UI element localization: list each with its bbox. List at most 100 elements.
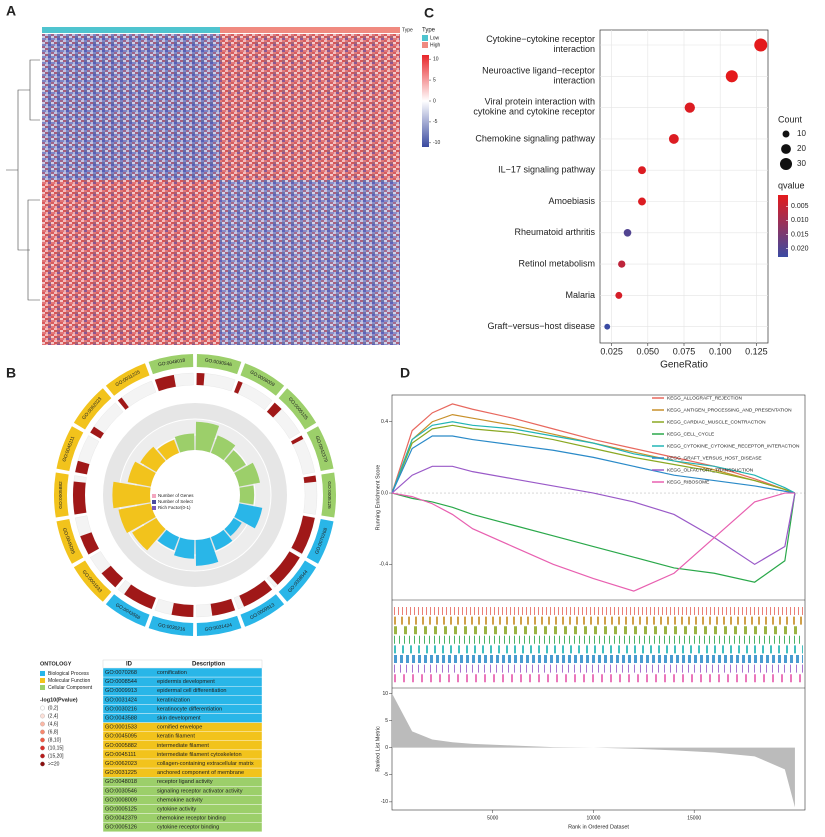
table-cell: receptor ligand activity xyxy=(157,779,213,785)
table-cell: GO:0001533 xyxy=(105,725,137,731)
colorbar-tick-label: -10 xyxy=(433,140,440,146)
x-tick-label: 0.125 xyxy=(745,346,768,356)
table-cell: chemokine activity xyxy=(157,797,203,803)
size-key xyxy=(782,130,790,138)
y-tick-label: Rheumatoid arthritis xyxy=(514,227,595,237)
legend-label: KEGG_ANTIGEN_PROCESSING_AND_PRESENTATION xyxy=(667,407,792,413)
term-ring xyxy=(148,615,194,636)
legend-label: (4,6] xyxy=(48,721,59,727)
legend-swatch xyxy=(152,494,156,498)
legend-label: (2,4] xyxy=(48,713,59,719)
colorbar-tick-label: -5 xyxy=(433,119,438,125)
gene-bar xyxy=(75,460,90,475)
legend-title: ONTOLOGY xyxy=(40,661,72,667)
legend-swatch xyxy=(152,500,156,504)
gene-bar xyxy=(124,584,156,610)
es-line xyxy=(391,424,796,494)
rich-factor xyxy=(174,433,195,453)
colorbar-tick-label: 0.015 xyxy=(791,231,809,238)
y-tick-label: -10 xyxy=(381,799,388,805)
y-tick-label: 0 xyxy=(385,745,388,751)
table-row xyxy=(102,822,263,833)
es-line xyxy=(391,492,795,592)
x-tick-label: 0.075 xyxy=(673,346,696,356)
legend-swatch xyxy=(40,705,45,711)
legend-swatch xyxy=(40,761,45,767)
rich-factor xyxy=(234,462,260,487)
x-tick-label: 0.100 xyxy=(709,346,732,356)
panel-label: C xyxy=(424,5,434,21)
y-tick-label: 5 xyxy=(385,718,388,724)
table-cell: GO:0070268 xyxy=(105,670,137,676)
table-cell: intermediate filament xyxy=(157,743,209,749)
table-cell: epidermal cell differentiation xyxy=(157,688,227,694)
colorbar-tick-label: 10 xyxy=(433,57,439,63)
table-cell: GO:0008544 xyxy=(105,679,137,685)
panel-label: D xyxy=(400,365,410,381)
legend-label: >=20 xyxy=(48,761,60,767)
rich-factor xyxy=(112,481,151,509)
term-ring xyxy=(73,560,112,602)
table-cell: signaling receptor activator activity xyxy=(157,788,243,794)
y-tick-label: Graft−versus−host disease xyxy=(487,321,595,331)
legend-title: Count xyxy=(778,114,803,124)
size-key-label: 10 xyxy=(797,129,806,138)
table-cell: GO:0005126 xyxy=(105,825,137,831)
gene-bar xyxy=(72,481,87,515)
metric-area xyxy=(392,693,795,808)
legend-label: (10,15] xyxy=(48,745,64,751)
table-cell: skin development xyxy=(157,716,201,722)
rich-factor xyxy=(224,450,246,472)
track xyxy=(150,450,240,540)
term-ring xyxy=(306,518,334,564)
annotation-bar xyxy=(220,27,400,33)
term-id: GO:0005126 xyxy=(326,481,332,509)
table-cell: GO:0008009 xyxy=(105,797,137,803)
term-ring xyxy=(240,363,285,396)
es-line xyxy=(391,421,796,494)
table-cell: GO:0031424 xyxy=(105,697,137,703)
annotation-bar xyxy=(42,27,220,33)
term-ring xyxy=(196,354,242,375)
colorbar xyxy=(778,195,788,257)
gene-bar xyxy=(239,580,273,607)
dot xyxy=(754,38,768,52)
rich-factor xyxy=(210,529,233,551)
panel-label: B xyxy=(6,365,16,381)
table-cell: GO:0031225 xyxy=(105,770,137,776)
term-ring xyxy=(56,426,84,472)
table-cell: GO:0030216 xyxy=(105,706,137,712)
legend-swatch xyxy=(40,721,45,727)
heatmap xyxy=(42,34,400,345)
y-axis-title: Running Enrichment Score xyxy=(375,465,381,531)
gene-track xyxy=(196,372,236,392)
legend-label: Molecular Function xyxy=(48,678,90,684)
rich-factor xyxy=(239,485,255,505)
plot-frame xyxy=(391,394,806,811)
legend-label: KEGG_OLFACTORY_TRANSDUCTION xyxy=(667,467,754,473)
term-ring xyxy=(278,388,317,430)
annotation-label: Type xyxy=(402,27,413,33)
colorbar-tick-label: 0.010 xyxy=(791,217,809,224)
y-tick-label: 0.0 xyxy=(381,490,388,496)
legend-swatch xyxy=(40,685,45,690)
legend-swatch xyxy=(40,671,45,676)
y-tick-label: IL−17 signaling pathway xyxy=(498,165,595,175)
dot xyxy=(638,166,646,175)
table-cell: GO:0045111 xyxy=(105,752,136,758)
table-cell: chemokine receptor binding xyxy=(157,816,226,822)
y-axis-title: Ranked List Metric xyxy=(375,726,381,772)
y-tick-label: Cytokine−cytokine receptor interaction xyxy=(486,34,595,54)
term-ring xyxy=(105,363,150,396)
term-ring xyxy=(53,472,69,518)
y-tick-label: Viral protein interaction with cytokine a… xyxy=(473,97,595,117)
legend-swatch xyxy=(40,737,45,743)
legend-label: KEGG_CELL_CYCLE xyxy=(667,431,714,437)
legend-swatch xyxy=(40,713,45,719)
es-line xyxy=(391,465,796,566)
table-cell: keratinization xyxy=(157,697,190,703)
table-cell: anchored component of membrane xyxy=(157,770,244,776)
colorbar-tick-label: 0.020 xyxy=(791,245,809,252)
rich-factor xyxy=(127,461,156,487)
legend-title: -log10(Pvalue) xyxy=(40,697,78,703)
